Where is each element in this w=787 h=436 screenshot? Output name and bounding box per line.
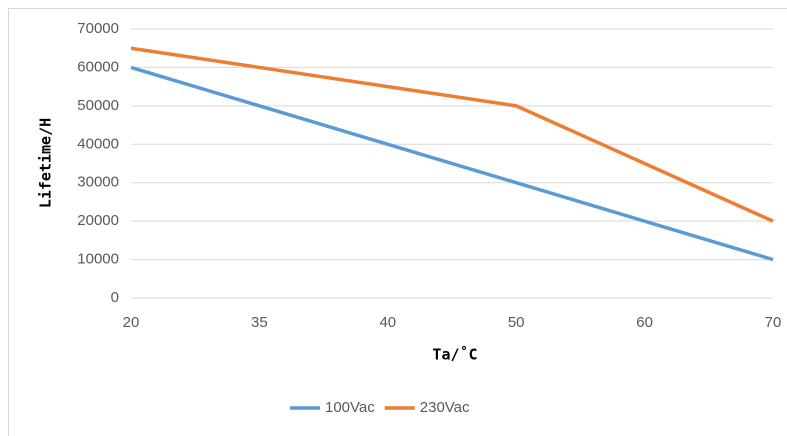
y-tick-label: 60000 (77, 58, 119, 75)
x-tick-label: 50 (508, 314, 525, 331)
y-tick-label: 30000 (77, 174, 119, 191)
y-tick-label: 70000 (77, 20, 119, 37)
x-tick-label: 40 (379, 314, 396, 331)
legend-label: 230Vac (420, 399, 470, 416)
y-tick-label: 40000 (77, 135, 119, 152)
y-tick-label: 10000 (77, 251, 119, 268)
x-tick-label: 20 (123, 314, 140, 331)
y-tick-label: 20000 (77, 212, 119, 229)
series-line (130, 46, 774, 223)
y-tick-label: 50000 (77, 97, 119, 114)
y-tick-label: 0 (111, 289, 119, 306)
y-axis-title: Lifetime/H (37, 118, 55, 208)
legend-label: 100Vac (325, 399, 375, 416)
series-line (130, 65, 774, 262)
x-axis-title: Ta/˚C (432, 346, 477, 364)
x-tick-label: 60 (636, 314, 653, 331)
x-tick-label: 70 (765, 314, 782, 331)
x-tick-label: 35 (251, 314, 268, 331)
chart-border (8, 8, 787, 436)
